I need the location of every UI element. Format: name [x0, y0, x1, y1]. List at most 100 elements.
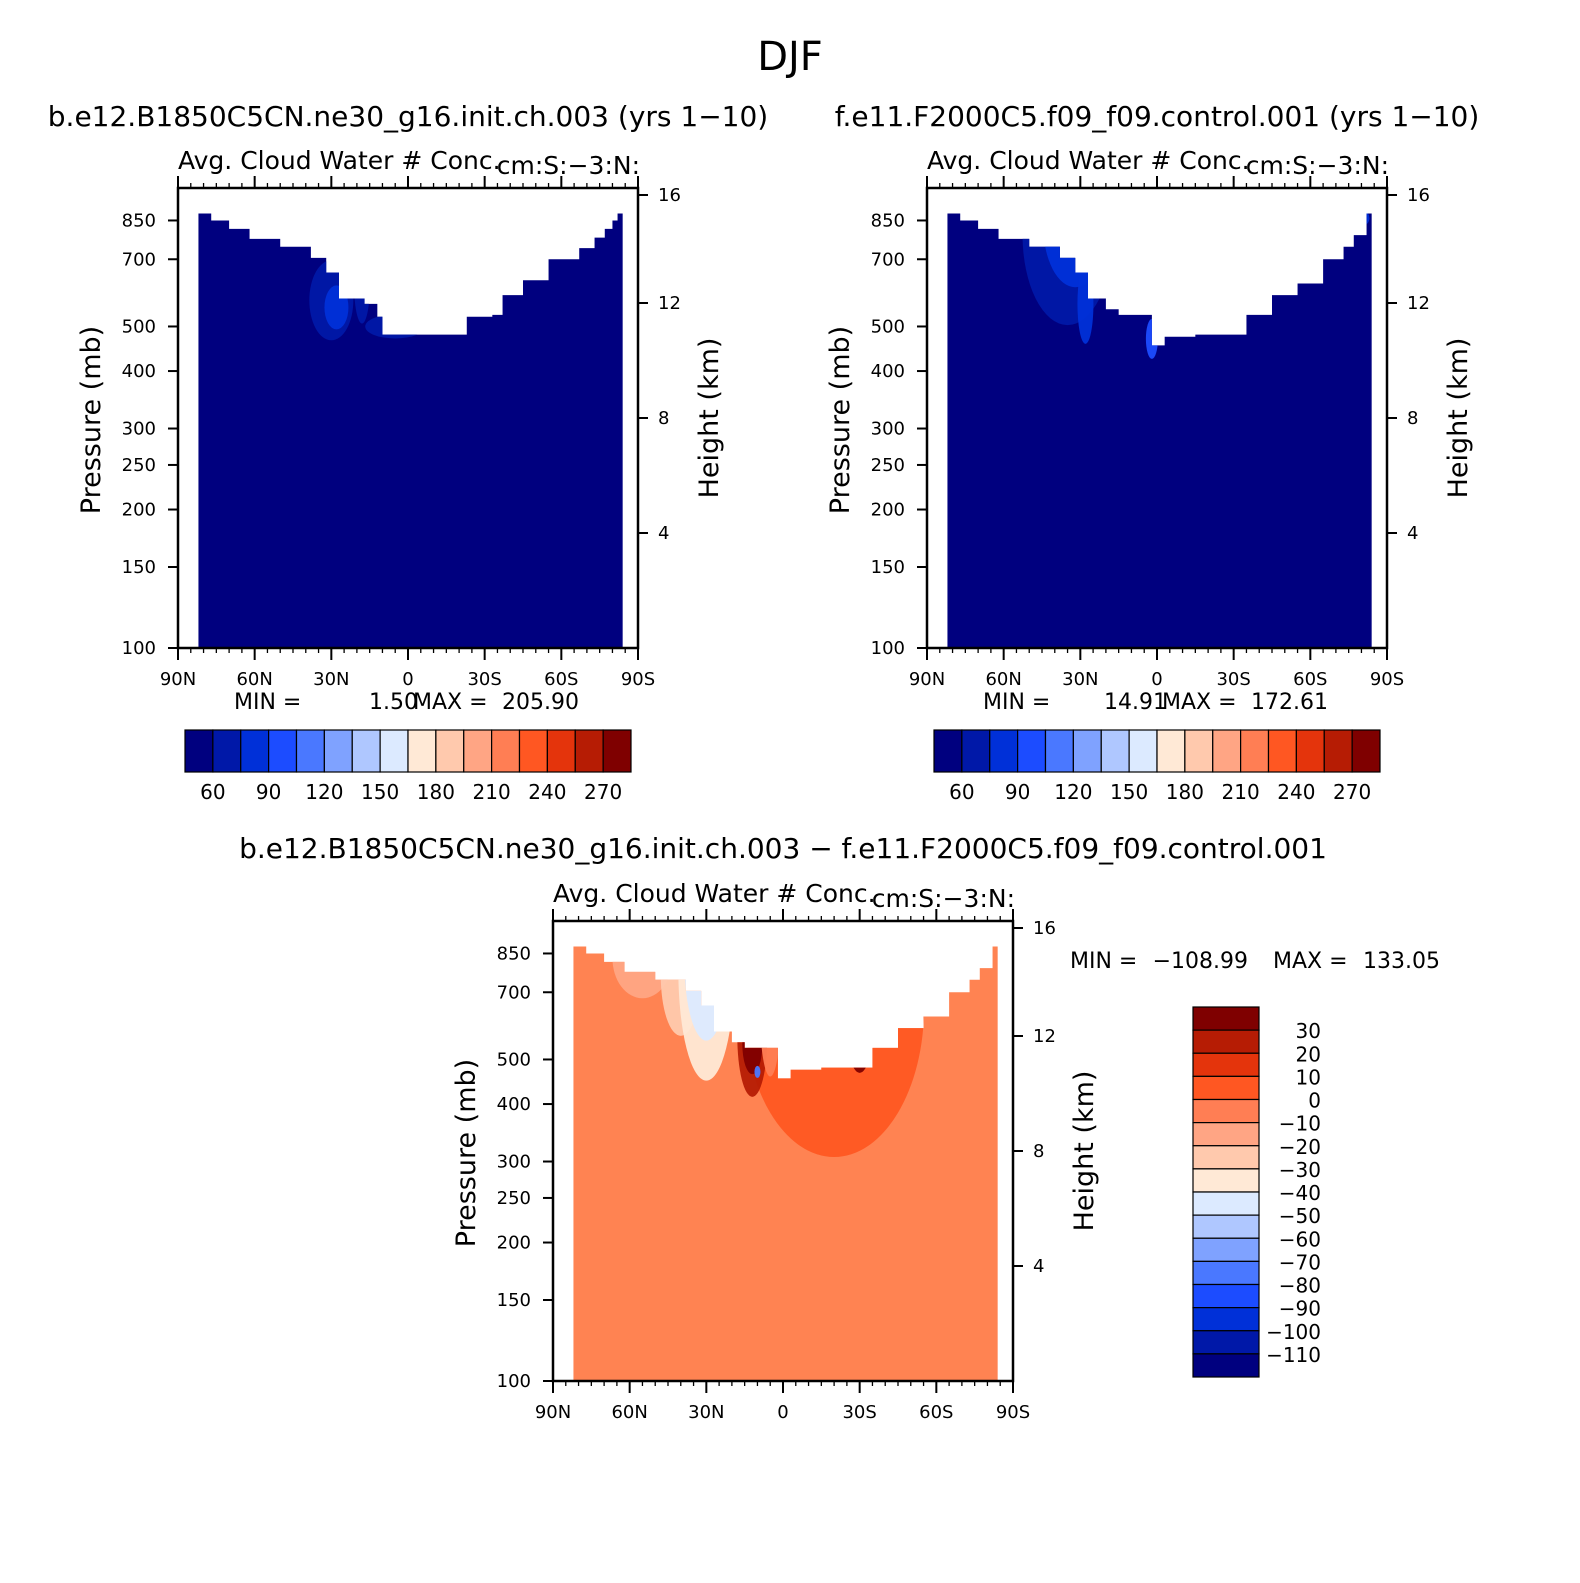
y-axis-label: Pressure (mb) — [76, 326, 107, 514]
x-tick-label: 0 — [777, 1402, 788, 1423]
colorbar-box — [1072, 729, 1102, 773]
contour-level — [737, 976, 768, 1097]
colorbar-label: 10 — [1296, 1065, 1321, 1089]
y-tick-label: 300 — [122, 419, 156, 440]
figure-title: DJF — [757, 34, 823, 80]
min-label: MIN = — [234, 690, 301, 715]
max-value: 205.90 — [502, 690, 579, 715]
run-title: b.e12.B1850C5CN.ne30_g16.init.ch.003 − f… — [239, 832, 1327, 865]
variable-title: Avg. Cloud Water # Conc. — [927, 146, 1250, 175]
colorbar-label: −100 — [1266, 1320, 1321, 1344]
y-tick-label: 100 — [122, 638, 156, 659]
y2-tick-label: 4 — [1407, 523, 1418, 544]
colorbar-label: −50 — [1279, 1204, 1321, 1228]
y-tick-label: 100 — [871, 638, 905, 659]
colorbar-label: 180 — [417, 780, 455, 804]
contour-field — [947, 213, 1372, 648]
colorbar-box — [1128, 729, 1158, 773]
colorbar-box — [1192, 1283, 1260, 1309]
y2-tick-label: 8 — [1407, 408, 1418, 429]
contour-level — [697, 946, 726, 966]
colorbar-label: 90 — [256, 780, 281, 804]
colorbar-label: −60 — [1279, 1227, 1321, 1251]
colorbar-label: 90 — [1005, 780, 1030, 804]
colorbar-box — [1192, 1098, 1260, 1124]
x-tick-label: 30S — [467, 669, 501, 690]
colorbar-box — [1192, 1330, 1260, 1355]
contour-level — [1077, 263, 1094, 344]
y-tick-label: 500 — [871, 316, 905, 337]
colorbar-label: 270 — [1333, 780, 1371, 804]
y-tick-label: 700 — [122, 249, 156, 270]
colorbar-box — [1192, 1145, 1260, 1170]
contour-level — [1056, 213, 1105, 255]
colorbar-box — [379, 729, 409, 773]
y2-tick-label: 8 — [658, 408, 669, 429]
x-tick-label: 90N — [535, 1402, 571, 1423]
colorbar-label: 20 — [1296, 1042, 1321, 1066]
colorbar-box — [1212, 729, 1242, 773]
y2-tick-label: 16 — [658, 185, 681, 206]
y2-tick-label: 8 — [1033, 1141, 1044, 1162]
x-tick-label: 90S — [1370, 669, 1404, 690]
x-tick-label: 0 — [402, 669, 413, 690]
contour-level — [760, 956, 781, 1077]
contour-level — [1062, 213, 1099, 234]
x-tick-label: 90S — [996, 1402, 1030, 1423]
y-tick-label: 200 — [122, 500, 156, 521]
min-value: −108.99 — [1153, 949, 1248, 974]
y-tick-label: 700 — [871, 249, 905, 270]
variable-title: Avg. Cloud Water # Conc. — [178, 146, 501, 175]
min-value: 1.50 — [369, 690, 418, 715]
y2-tick-label: 4 — [658, 523, 669, 544]
y-axis-label: Pressure (mb) — [825, 326, 856, 514]
colorbar-box — [1192, 1052, 1260, 1077]
colorbar-label: 60 — [949, 780, 974, 804]
y2-tick-label: 12 — [1033, 1026, 1056, 1047]
contour-level — [198, 213, 623, 648]
y-tick-label: 300 — [497, 1152, 531, 1173]
y-tick-label: 500 — [122, 316, 156, 337]
y-tick-label: 700 — [497, 982, 531, 1003]
run-title: f.e11.F2000C5.f09_f09.control.001 (yrs 1… — [835, 100, 1480, 133]
colorbar: 3020100−10−20−30−40−50−60−70−80−90−100−1… — [1192, 1006, 1321, 1378]
y-tick-label: 200 — [497, 1233, 531, 1254]
colorbar-box — [295, 729, 325, 773]
colorbar-box — [546, 729, 576, 773]
colorbar-box — [323, 729, 353, 773]
x-tick-label: 0 — [1151, 669, 1162, 690]
min-label: MIN = — [983, 690, 1050, 715]
colorbar-label: 210 — [1222, 780, 1260, 804]
colorbar-box — [1192, 1029, 1260, 1054]
max-value: 172.61 — [1251, 690, 1328, 715]
colorbar-box — [1192, 1214, 1260, 1239]
max-value: 133.05 — [1363, 949, 1440, 974]
contour-level — [1072, 213, 1089, 217]
colorbar-box — [463, 729, 493, 773]
colorbar-label: 240 — [1277, 780, 1315, 804]
colorbar-label: −70 — [1279, 1250, 1321, 1274]
panel-3: b.e12.B1850C5CN.ne30_g16.init.ch.003 − f… — [239, 832, 1440, 1423]
colorbar-label: 150 — [1110, 780, 1148, 804]
colorbar-label: 120 — [1054, 780, 1092, 804]
contour-level — [688, 946, 725, 992]
y-tick-label: 500 — [497, 1049, 531, 1070]
y-tick-label: 850 — [497, 943, 531, 964]
contour-level — [1219, 213, 1300, 222]
colorbar-box — [268, 729, 298, 773]
contour-level — [354, 243, 370, 324]
colorbar-label: 240 — [528, 780, 566, 804]
colorbar-box — [574, 729, 604, 773]
colorbar-label: −90 — [1279, 1297, 1321, 1321]
run-title: b.e12.B1850C5CN.ne30_g16.init.ch.003 (yr… — [48, 100, 768, 133]
contour-level — [849, 1022, 870, 1073]
colorbar-box — [1192, 1122, 1260, 1147]
x-tick-label: 60S — [919, 1402, 953, 1423]
contour-level — [1353, 213, 1370, 227]
y-tick-label: 150 — [497, 1290, 531, 1311]
y-tick-label: 250 — [871, 455, 905, 476]
contour-level — [324, 285, 349, 330]
contour-level — [1067, 213, 1094, 224]
y-axis-label: Pressure (mb) — [451, 1059, 482, 1247]
